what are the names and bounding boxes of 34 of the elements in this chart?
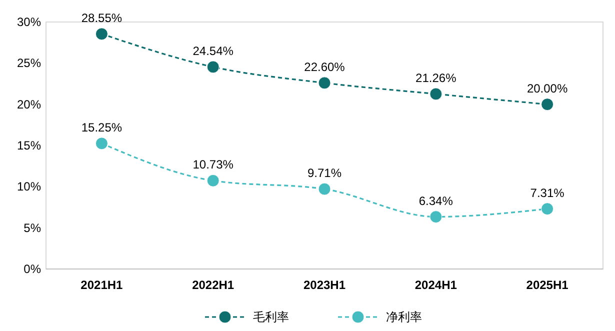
point (430, 210, 442, 224)
point (95, 137, 108, 150)
x-tick-label: 2021H1 (80, 278, 124, 292)
point (430, 88, 442, 100)
data-label: 24.54% (192, 44, 234, 58)
legend-label: 毛利率 (253, 310, 289, 324)
x-tick-label: 2025H1 (526, 278, 569, 292)
x-tick-label: 2024H1 (414, 278, 458, 292)
y-tick-label: 0% (24, 262, 42, 276)
data-label: 21.26% (416, 70, 457, 85)
y-tick-label: 5% (24, 220, 42, 235)
x-tick-label: 2023H1 (303, 278, 346, 292)
data-label: 7.31% (530, 186, 565, 200)
y-tick-label: 20% (16, 97, 42, 112)
y-tick-label: 15% (16, 138, 42, 152)
data-label: 10.73% (192, 158, 234, 172)
y-tick-label: 25% (16, 56, 42, 70)
data-label: 22.60% (304, 60, 346, 74)
point (541, 98, 554, 111)
x-tick-label: 2022H1 (192, 278, 234, 292)
point (318, 182, 331, 196)
legend-label: 净利率 (386, 310, 422, 324)
data-label: 6.34% (418, 194, 454, 208)
y-tick-label: 10% (16, 180, 42, 194)
point (206, 174, 220, 187)
data-label: 9.71% (307, 166, 342, 180)
point (318, 76, 331, 90)
point (206, 60, 220, 74)
point (541, 202, 554, 216)
y-tick-label: 30% (16, 15, 42, 29)
point (95, 28, 108, 40)
data-label: 28.55% (81, 10, 122, 25)
data-label: 15.25% (81, 120, 122, 134)
data-label: 20.00% (526, 81, 568, 96)
